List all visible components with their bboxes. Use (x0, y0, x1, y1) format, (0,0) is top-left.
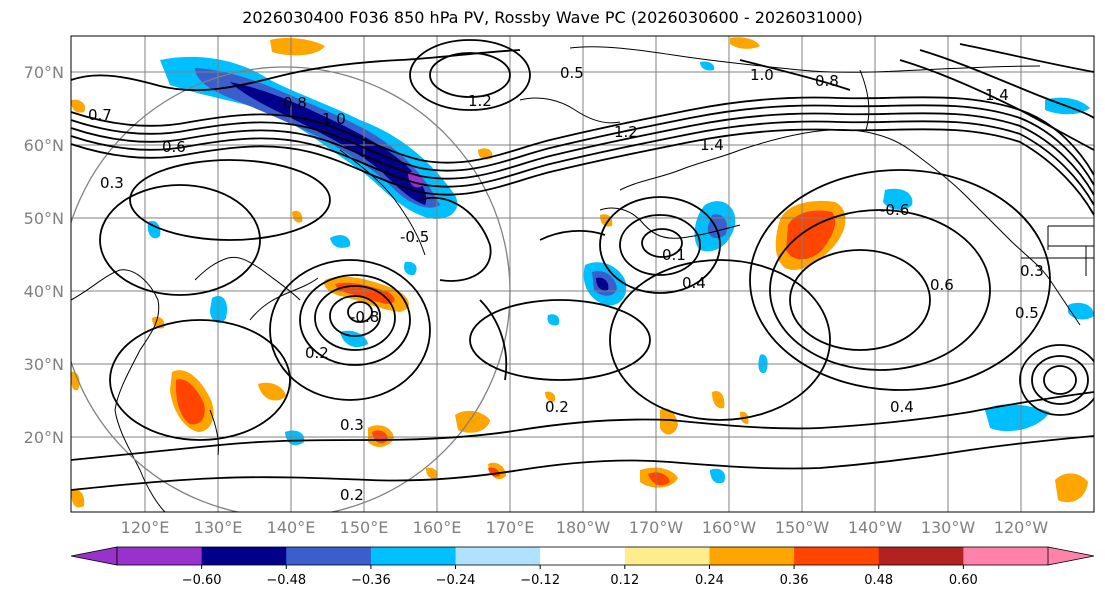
contour-label: 0.2 (545, 398, 569, 416)
contour-label: 0.2 (305, 344, 329, 362)
colorbar-segment (370, 547, 457, 565)
contour-label: 1.2 (614, 123, 638, 141)
colorbar-segment (455, 547, 541, 565)
lon-label: 170°W (629, 518, 684, 537)
colorbar-segment (540, 547, 626, 565)
contour-label: 0.1 (662, 246, 686, 264)
lat-label: 60°N (24, 136, 64, 155)
lon-label: 180°W (556, 518, 611, 537)
lon-label: 160°W (702, 518, 757, 537)
colorbar-tick-label: −0.12 (520, 573, 560, 588)
coastlines (71, 46, 1094, 512)
lat-label: 40°N (24, 282, 64, 301)
contour-label: 0.3 (1020, 262, 1044, 280)
colorbar-tick-label: −0.36 (351, 573, 391, 588)
contour-label: 0.8 (283, 94, 307, 112)
lat-label: 20°N (24, 428, 64, 447)
contour-label: 0.4 (890, 398, 914, 416)
lon-label: 120°E (121, 518, 170, 537)
contour-label: 1.0 (322, 110, 346, 128)
lat-label: 70°N (24, 63, 64, 82)
map-frame (70, 35, 1095, 513)
contour-label: 1.2 (468, 92, 492, 110)
graticule (71, 36, 1094, 512)
lon-label: 150°E (340, 518, 389, 537)
colorbar-segment (878, 547, 964, 565)
contour-label: 0.5 (560, 64, 584, 82)
contour-label: 0.7 (88, 106, 112, 124)
contour-label: 0.2 (340, 486, 364, 504)
lon-label: 150°W (775, 518, 830, 537)
lat-label: 30°N (24, 355, 64, 374)
contour-label: 0.6 (162, 138, 186, 156)
colorbar-segment (624, 547, 710, 565)
contour-label: 0.6 (930, 276, 954, 294)
contour-label: 0.4 (682, 274, 706, 292)
map-title: 2026030400 F036 850 hPa PV, Rossby Wave … (242, 8, 863, 27)
colorbar-segment (117, 547, 203, 565)
colorbar-segment (286, 547, 372, 565)
colorbar-tick-label: 0.48 (864, 573, 893, 588)
contour-label: 1.0 (750, 66, 774, 84)
contour-labels: 0.7 0.6 0.3 0.5 0.8 1.0 0.2 0.1 1.2 1.4 … (88, 64, 1044, 504)
colorbar-tick-label: 0.12 (610, 573, 639, 588)
pv-contours (71, 39, 1094, 491)
latitude-labels: 70°N 60°N 50°N 40°N 30°N 20°N (24, 63, 64, 447)
contour-label: -0.5 (400, 228, 429, 246)
lon-label: 140°W (848, 518, 903, 537)
reference-circle (71, 66, 511, 512)
colorbar-segment (794, 547, 880, 565)
longitude-labels: 120°E 130°E 140°E 150°E 160°E 170°E 180°… (121, 518, 1049, 537)
lat-label: 50°N (24, 209, 64, 228)
contour-label: 0.3 (100, 174, 124, 192)
lon-label: 130°E (194, 518, 243, 537)
contour-label: -0.6 (880, 201, 909, 219)
colorbar-over-arrow (1047, 546, 1095, 566)
contour-label: -0.8 (350, 308, 379, 326)
contour-label: 0.3 (340, 416, 364, 434)
colorbar-segment (709, 547, 795, 565)
lon-label: 120°W (994, 518, 1049, 537)
contour-label: 0.8 (815, 72, 839, 90)
colorbar-tick-label: 0.36 (780, 573, 809, 588)
contour-label: 1.4 (985, 86, 1009, 104)
colorbar-segment (963, 547, 1049, 565)
lon-label: 170°E (486, 518, 535, 537)
colorbar-frame (116, 546, 1049, 566)
colorbar-tick-label: −0.60 (182, 573, 222, 588)
colorbar-tick-label: 0.24 (695, 573, 724, 588)
colorbar-segment (201, 547, 287, 565)
lon-label: 140°E (267, 518, 316, 537)
lon-label: 130°W (921, 518, 976, 537)
colorbar-tick-label: 0.60 (949, 573, 978, 588)
lon-label: 160°E (413, 518, 462, 537)
contour-label: 1.4 (700, 136, 724, 154)
contour-label: 0.5 (1015, 304, 1039, 322)
colorbar-tick-label: −0.24 (436, 573, 476, 588)
colorbar-under-arrow (70, 546, 118, 566)
colorbar: −0.60 −0.48 −0.36 −0.24 −0.12 0.12 0.24 0.36 0.4… (70, 546, 1095, 588)
colorbar-tick-label: −0.48 (266, 573, 306, 588)
